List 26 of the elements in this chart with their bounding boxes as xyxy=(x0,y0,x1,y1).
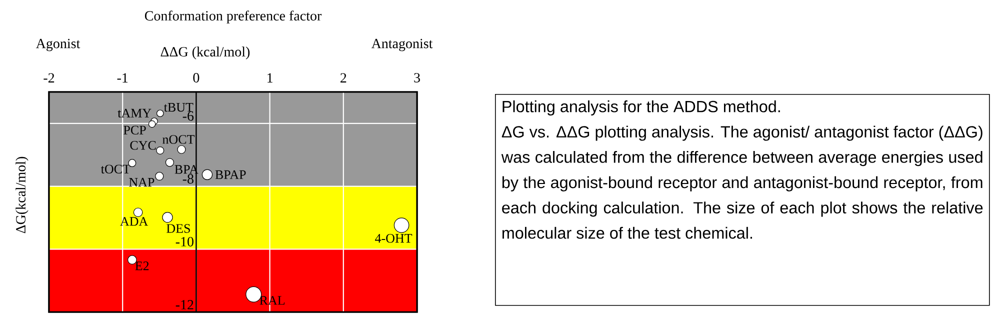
text: Antagonist xyxy=(371,38,433,52)
y-tick-label: -8 xyxy=(182,174,194,184)
annotation: E2 xyxy=(135,262,149,270)
text: Plotting analysis for the ADDS method. xyxy=(502,100,780,116)
annotation: nOCT xyxy=(162,135,195,144)
annotation: BPAP xyxy=(215,170,246,179)
x-axis-title: ΔΔG (kcal/mol) xyxy=(160,46,250,60)
y-tick-label: -12 xyxy=(176,300,194,310)
x-tick-label: -2 xyxy=(44,73,54,82)
x-tick-label: 2 xyxy=(340,73,346,82)
x-tick-label: 0 xyxy=(193,73,200,82)
annotation: PCP xyxy=(124,126,146,134)
y-axis-title: ΔG(kcal/mol) xyxy=(16,156,28,234)
text: Agonist xyxy=(36,38,80,52)
annotation: NAP xyxy=(129,178,154,187)
annotation: 4-OHT xyxy=(375,234,412,243)
x-tick-label: 1 xyxy=(268,73,272,82)
annotation: DES xyxy=(166,224,190,233)
text: ΔG vs. ΔΔG plotting analysis. The agonist/ antagonist factor (ΔΔG) was calculated from the difference between average energies used by the agonist-bound receptor and antagonist-bound receptor, from each docking calculation. The size of each plot shows the relative molecular size of the test chemical. xyxy=(501,126,983,239)
y-tick-label: -6 xyxy=(182,111,194,121)
annotation: CYC xyxy=(130,141,156,150)
annotation: tBUT xyxy=(164,103,194,112)
chart-title: Conformation preference factor xyxy=(144,10,322,24)
x-tick-label: 3 xyxy=(414,73,420,82)
y-tick-label: -10 xyxy=(176,236,194,246)
x-tick-label: -1 xyxy=(117,73,128,82)
